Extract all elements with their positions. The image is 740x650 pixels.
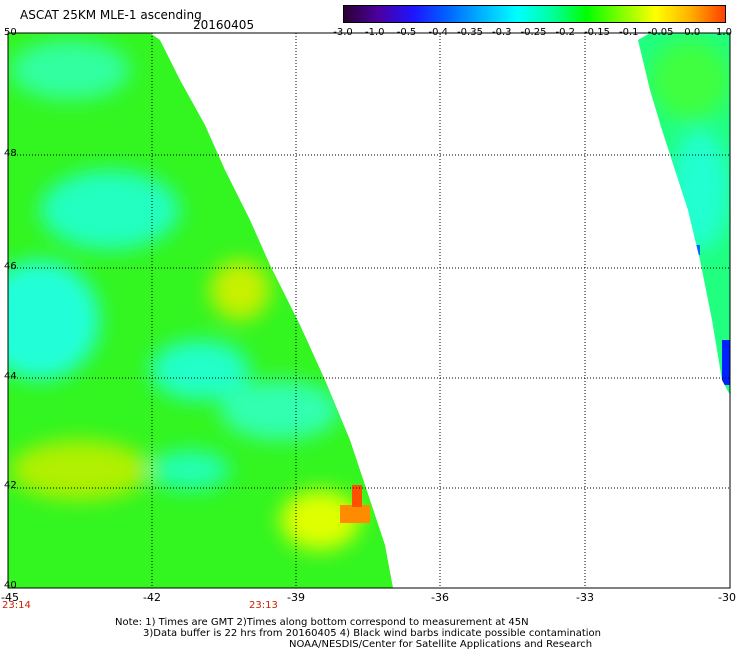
colorbar [343,5,726,23]
colorbar-tick: -0.1 [618,27,639,38]
lon-label: -42 [143,591,161,604]
note-line: Note: 1) Times are GMT 2)Times along bot… [115,617,529,628]
colorbar-tick: -0.05 [647,27,674,38]
colorbar-tick: -0.4 [428,27,449,38]
lat-label: 40 [4,580,17,591]
colorbar-tick: 0.0 [684,27,701,38]
note-line: 3)Data buffer is 22 hrs from 20160405 4)… [143,628,601,639]
colorbar-tick: -0.25 [520,27,547,38]
colorbar-tick: -0.2 [555,27,576,38]
lon-label: -33 [576,591,594,604]
time-label: 23:13 [249,600,278,611]
note-line: NOAA/NESDIS/Center for Satellite Applica… [289,639,593,650]
map-title: ASCAT 25KM MLE-1 ascending [20,8,202,22]
map-frame [7,32,731,589]
lon-label: -45 [1,591,19,604]
colorbar-tick: 1.0 [716,27,732,38]
right-swath [638,33,730,395]
lat-label: 42 [4,480,17,491]
colorbar-tick: -0.3 [491,27,512,38]
lon-label: -30 [718,591,736,604]
colorbar-tick: -0.5 [396,27,417,38]
lon-label: -39 [287,591,305,604]
colorbar-tick: -1.0 [364,27,385,38]
lat-lon-grid [8,33,730,588]
lat-label: 44 [4,371,17,382]
colorbar-tick: -3.0 [333,27,353,38]
time-label: 23:14 [2,600,31,611]
lat-label: 50 [4,27,17,38]
colorbar-tick: -0.15 [584,27,610,38]
lon-label: -36 [431,591,449,604]
lat-label: 48 [4,148,17,159]
left-swath [8,33,393,588]
colorbar-tick: -0.35 [457,27,483,38]
map-date: 20160405 [193,18,255,32]
lat-label: 46 [4,261,17,272]
